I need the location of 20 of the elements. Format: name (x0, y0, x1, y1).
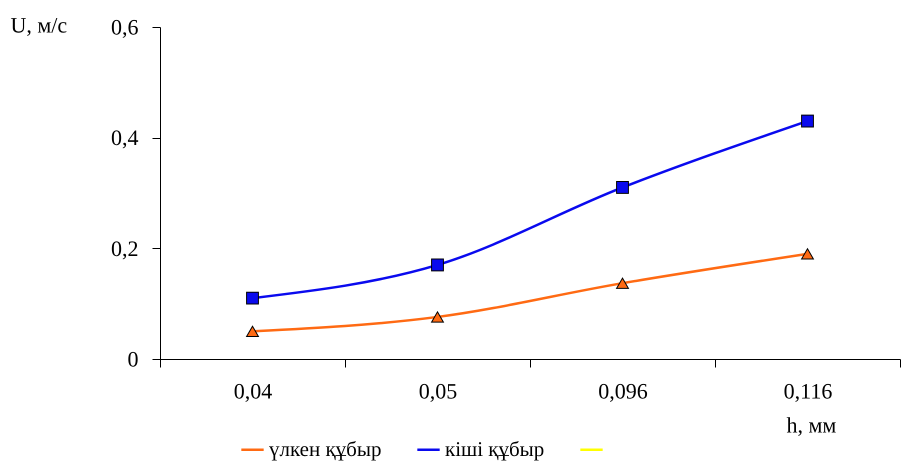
y-tick-label: 0,4 (111, 125, 138, 150)
point (246, 292, 259, 305)
y-tick-label: 0 (128, 346, 138, 372)
y-axis-title: U, м/с (10, 12, 68, 38)
point (246, 326, 259, 337)
point (616, 181, 629, 194)
point (616, 278, 629, 289)
y-tick-label: 0,2 (111, 236, 138, 261)
x-tick-label: 0,04 (234, 378, 272, 404)
point (801, 248, 814, 260)
point (801, 114, 814, 128)
point (431, 258, 444, 272)
x-tick-label: 0,116 (784, 378, 832, 404)
x-tick-label: 0,05 (418, 378, 458, 404)
x-axis-title: h, мм (786, 412, 836, 438)
y-tick-label: 0,6 (111, 14, 138, 40)
x-tick-label: 0,096 (598, 378, 648, 404)
point (431, 311, 444, 323)
legend-label: үлкен құбыр (269, 436, 382, 461)
legend-label: кіші құбыр (445, 436, 544, 461)
